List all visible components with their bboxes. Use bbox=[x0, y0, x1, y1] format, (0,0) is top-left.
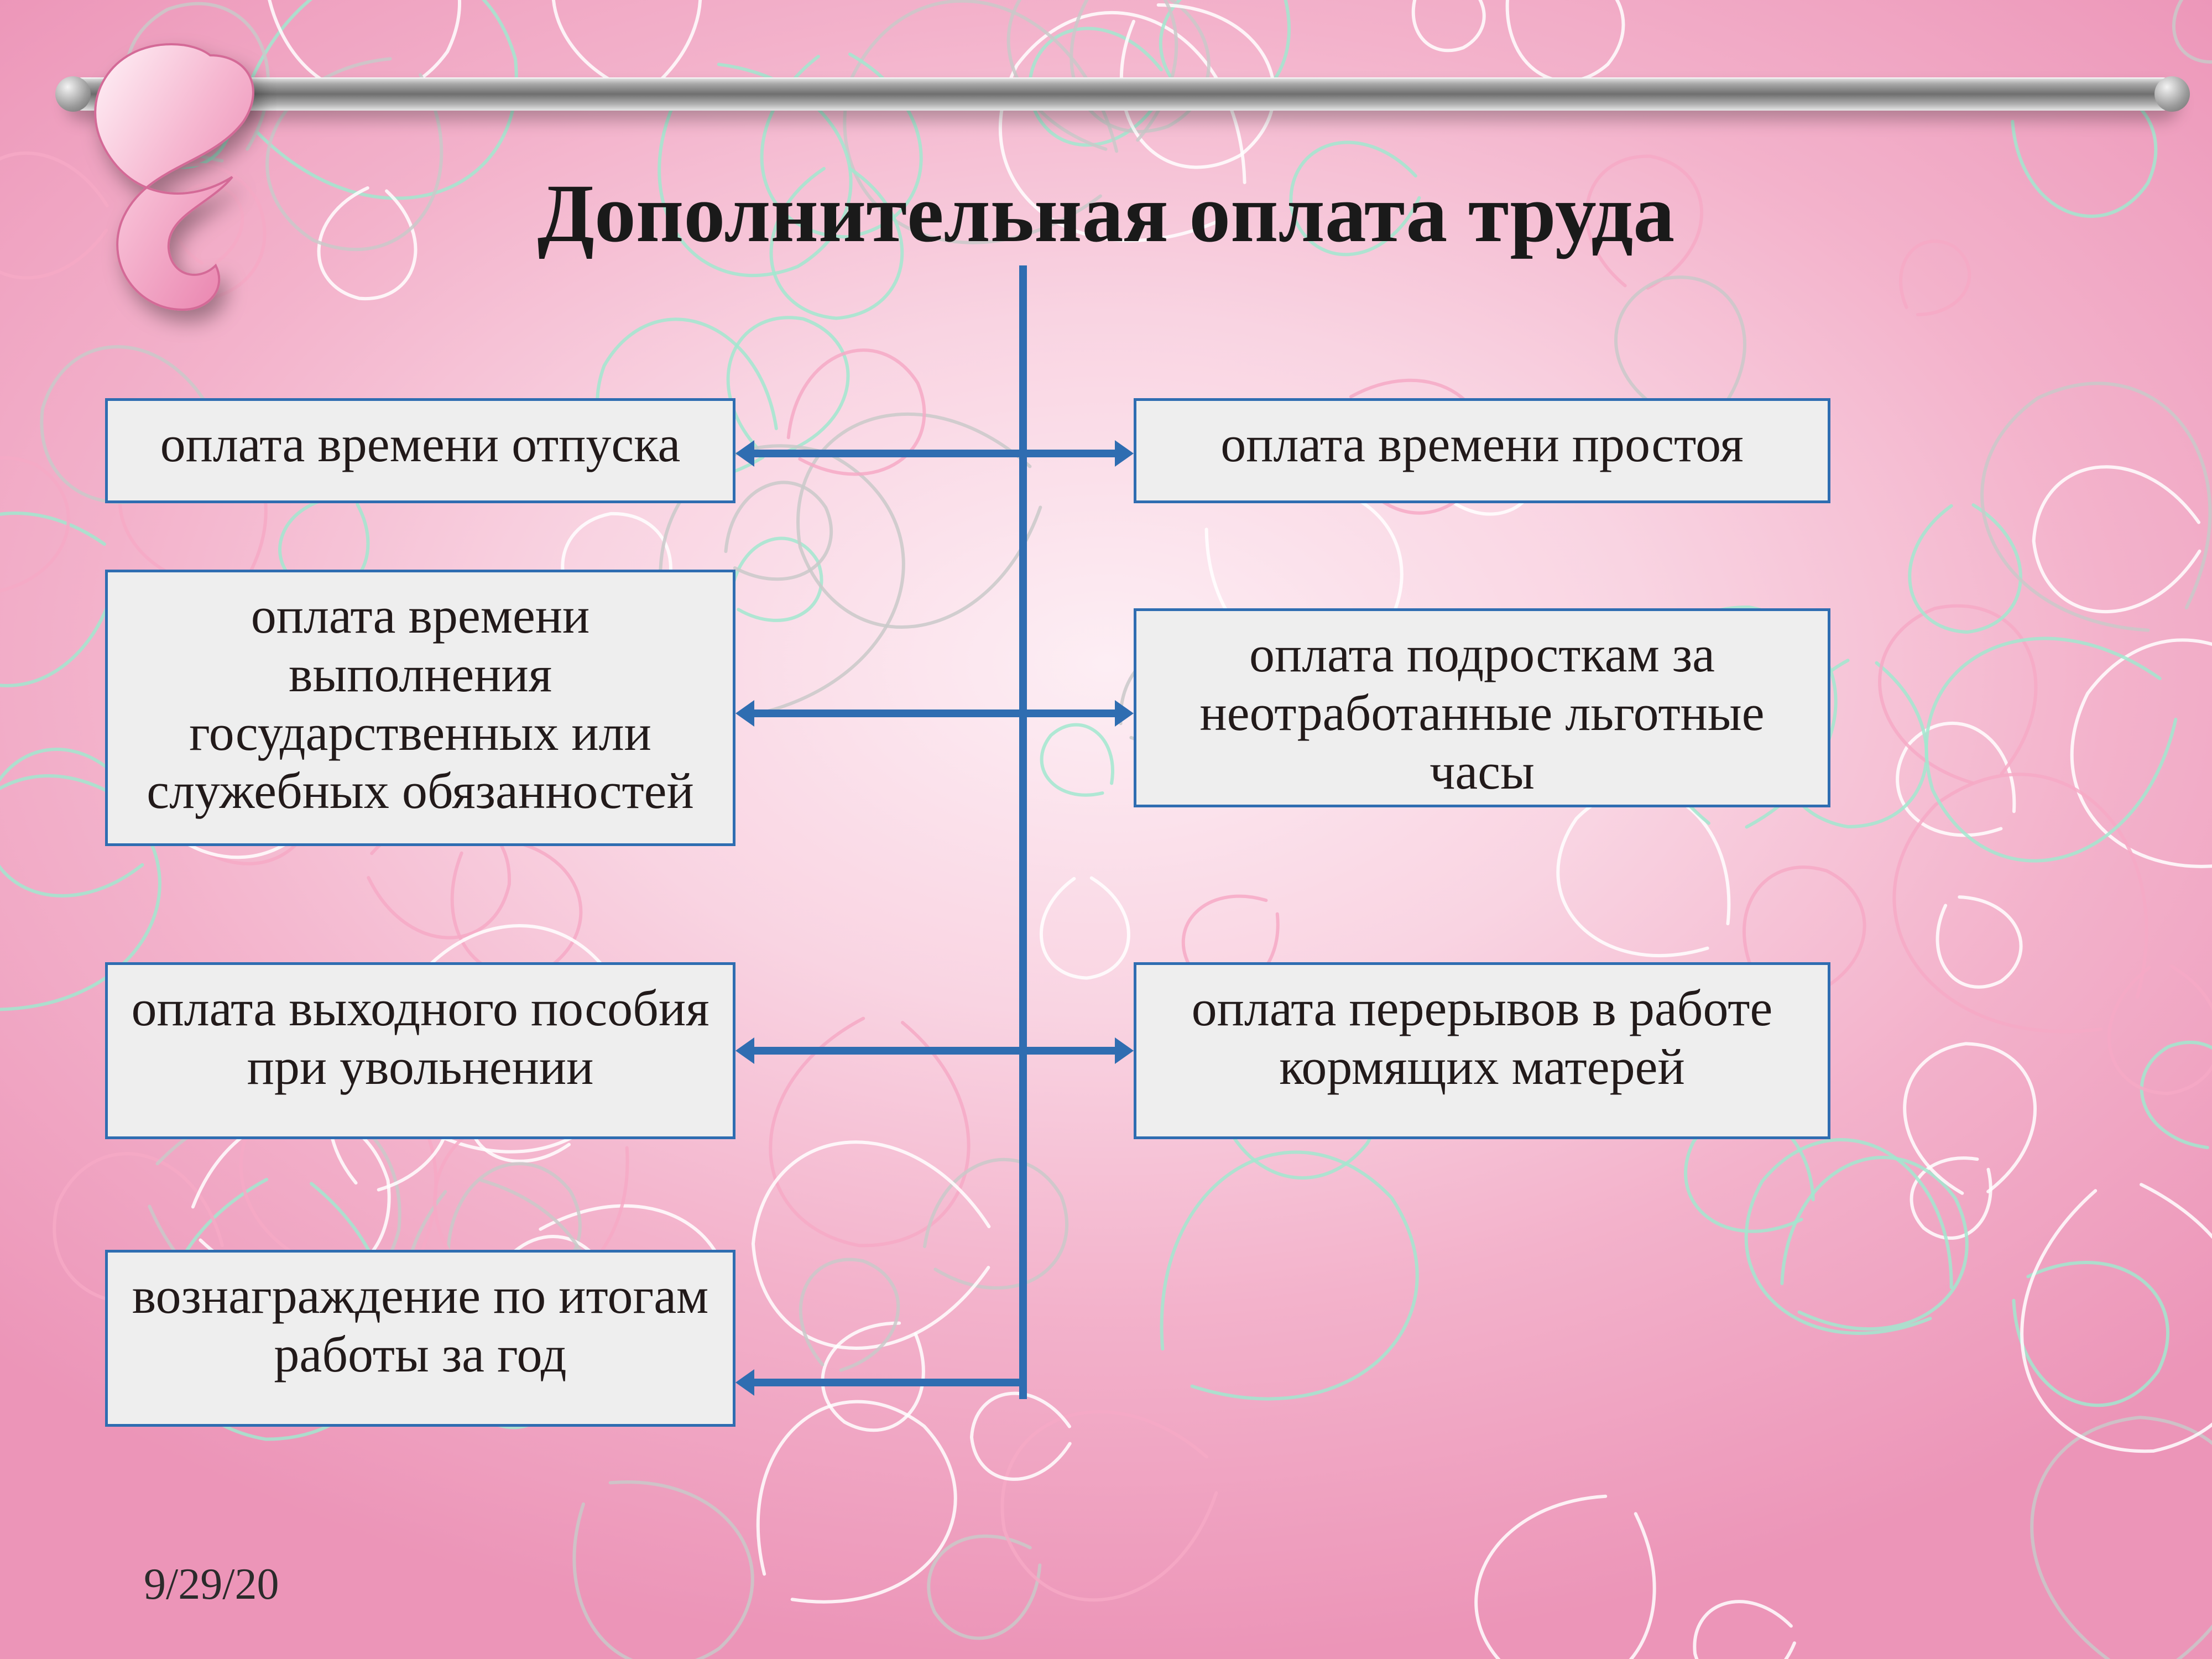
diagram-box-r1: оплата времени простоя bbox=[1134, 398, 1830, 503]
decorative-top-bar bbox=[66, 77, 2179, 111]
connector-arrow-left-3 bbox=[735, 1369, 754, 1396]
diagram-box-r2: оплата подросткам за неотработанные льго… bbox=[1134, 608, 1830, 807]
connector-h-right-2 bbox=[1019, 1047, 1115, 1055]
connector-arrow-right-2 bbox=[1115, 1037, 1134, 1064]
slide-title: Дополнительная оплата труда bbox=[0, 166, 2212, 261]
diagram-box-r3: оплата перерывов в работе кормящих матер… bbox=[1134, 962, 1830, 1139]
connector-trunk bbox=[1019, 265, 1027, 1399]
connector-arrow-left-2 bbox=[735, 1037, 754, 1064]
connector-h-left-1 bbox=[754, 709, 1027, 717]
connector-arrow-right-1 bbox=[1115, 700, 1134, 727]
slide-root: Дополнительная оплата труда 9/29/20 опла… bbox=[0, 0, 2212, 1659]
diagram-box-l3: оплата выходного пособия при увольнении bbox=[105, 962, 735, 1139]
connector-arrow-right-0 bbox=[1115, 440, 1134, 467]
connector-h-left-3 bbox=[754, 1379, 1027, 1386]
diagram-box-l4: вознаграждение по итогам работы за год bbox=[105, 1250, 735, 1427]
connector-h-left-0 bbox=[754, 450, 1027, 457]
connector-arrow-left-1 bbox=[735, 700, 754, 727]
connector-h-right-0 bbox=[1019, 450, 1115, 457]
connector-h-right-1 bbox=[1019, 709, 1115, 717]
connector-h-left-2 bbox=[754, 1047, 1027, 1055]
connector-arrow-left-0 bbox=[735, 440, 754, 467]
diagram-box-l2: оплата времени выполнения государственны… bbox=[105, 570, 735, 846]
diagram-box-l1: оплата времени отпуска bbox=[105, 398, 735, 503]
slide-date: 9/29/20 bbox=[144, 1559, 279, 1610]
